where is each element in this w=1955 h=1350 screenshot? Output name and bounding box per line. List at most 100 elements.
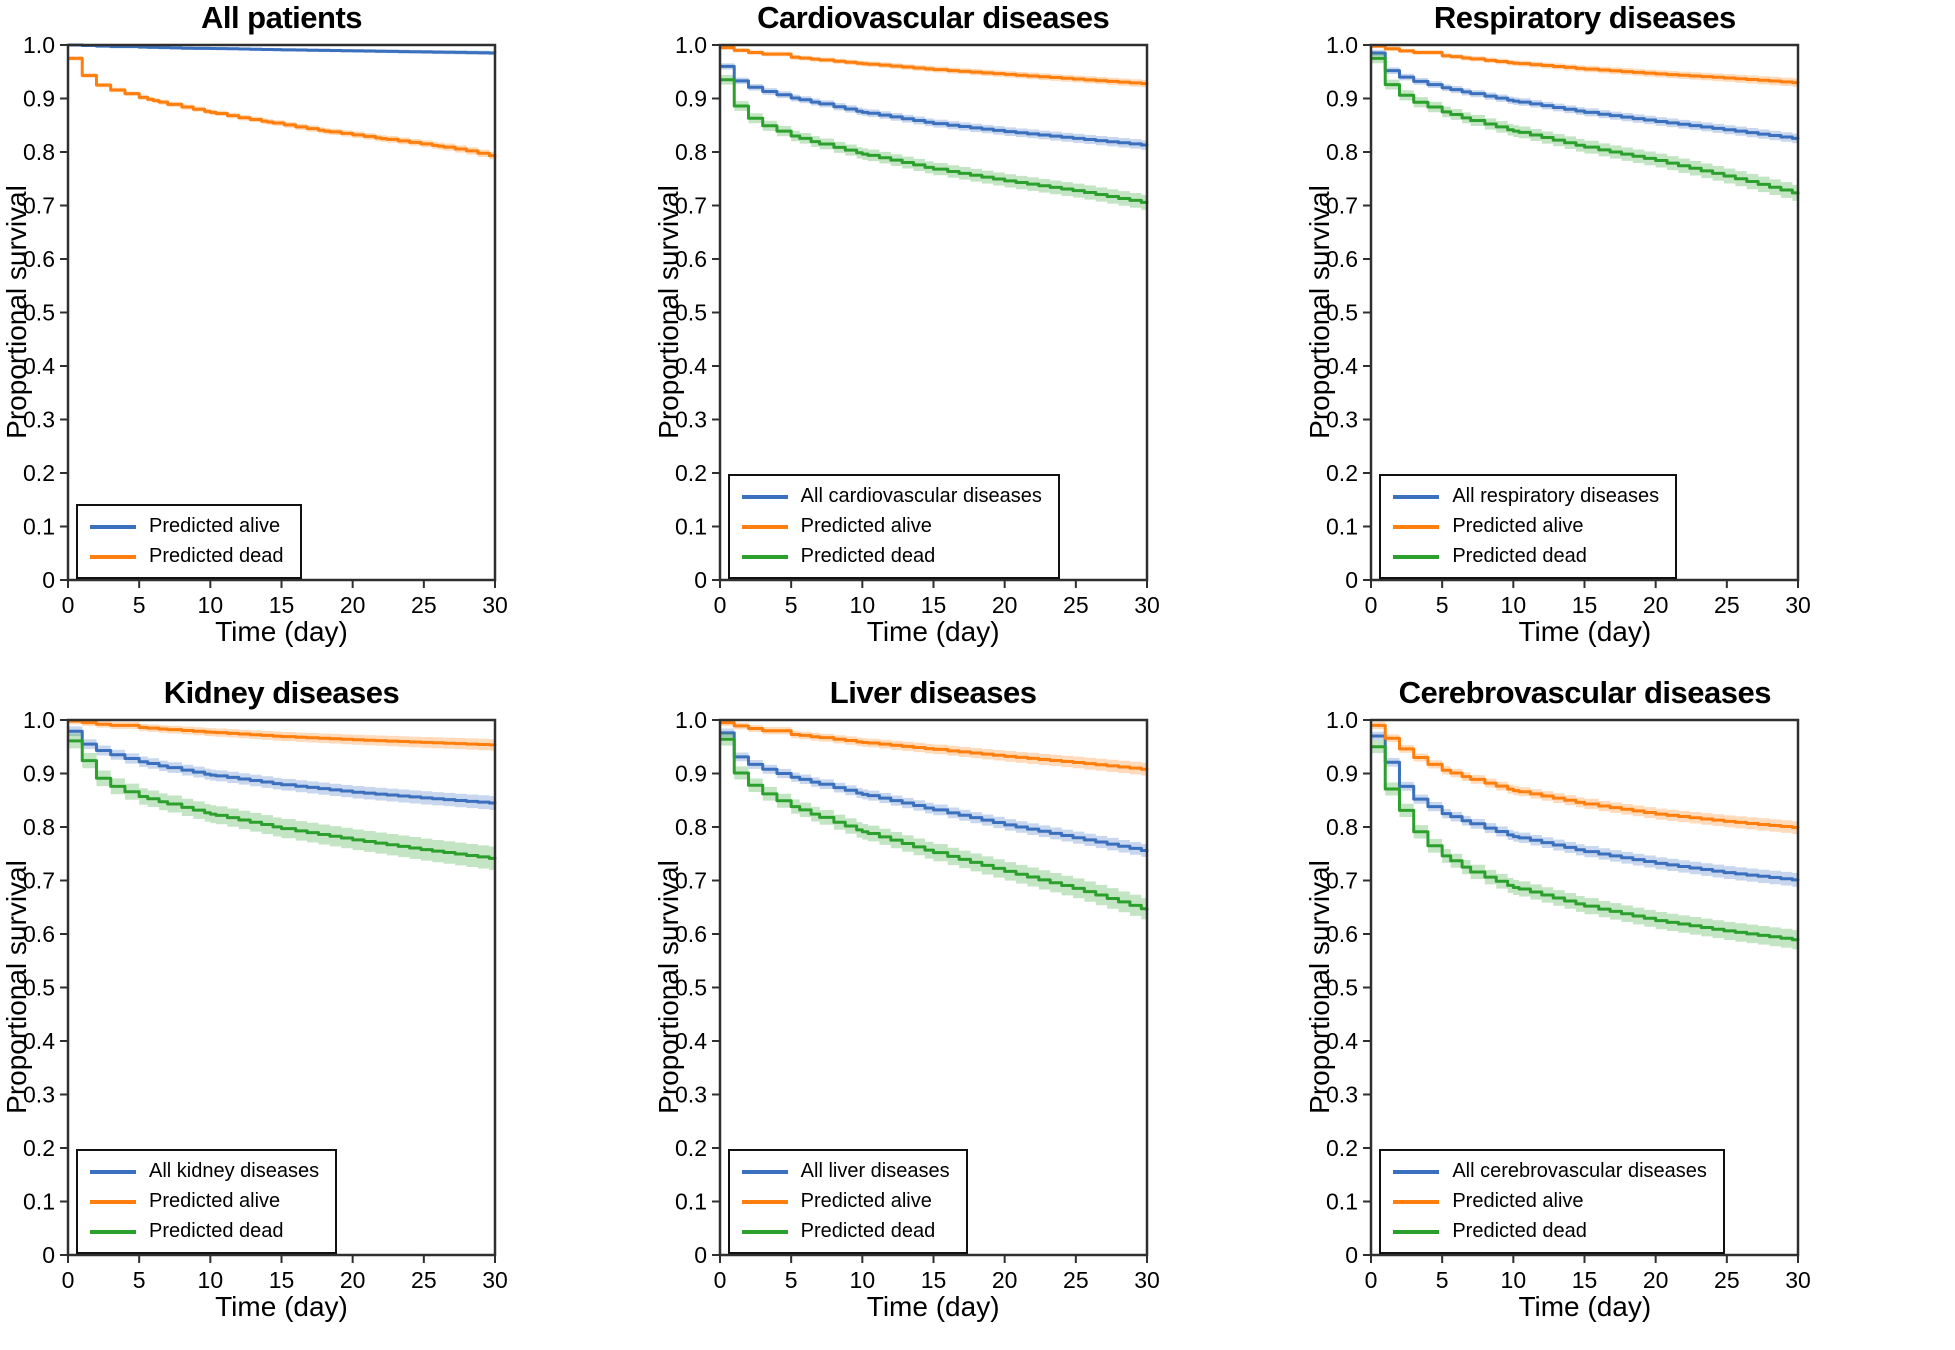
confidence-band [1371,721,1799,835]
y-tick-label: 0.4 [1326,353,1358,379]
y-tick-label: 0.9 [23,761,55,787]
survival-plot: 0 0.1 0.2 0.3 0.4 0.5 0.6 0.7 0.8 0.9 1.0 0 5 10 15 20 2… [23,32,508,618]
y-tick-label: 0.4 [675,1028,707,1054]
legend-line-swatch [1393,554,1440,559]
confidence-band [719,732,1147,922]
y-tick-label: 1.0 [675,707,707,733]
legend-label: Predicted alive [1452,1190,1584,1212]
legend-line-swatch [741,524,788,529]
legend-line-swatch [1393,494,1440,499]
legend-item: Predicted dead [90,1218,319,1245]
legend-line-swatch [90,1169,136,1174]
confidence-band [1371,49,1799,144]
y-tick-label: 0.7 [23,193,55,219]
panel-title: Cerebrovascular diseases [1398,675,1772,710]
y-tick-label: 0.5 [1326,975,1358,1001]
x-axis-label: Time (day) [1518,1291,1652,1322]
survival-plot: 0 0.1 0.2 0.3 0.4 0.5 0.6 0.7 0.8 0.9 1.0 0 5 10 15 20 2… [1326,707,1811,1293]
x-tick-label: 5 [133,592,146,618]
y-tick-label: 0.9 [675,761,707,787]
x-tick-label: 15 [920,592,946,618]
x-tick-label: 15 [920,1267,946,1293]
survival-plot: 0 0.1 0.2 0.3 0.4 0.5 0.6 0.7 0.8 0.9 1.0 0 5 10 15 20 2… [1326,32,1811,618]
y-tick-label: 0.8 [23,139,55,165]
x-axis-label: Time (day) [215,1291,348,1322]
y-tick-label: 0.4 [23,1028,55,1054]
y-tick-label: 0.2 [23,1135,55,1161]
legend-line-swatch [741,1169,788,1174]
legend-line-swatch [741,494,788,499]
legend-label: Predicted dead [149,1220,284,1242]
legend-item: All kidney diseases [90,1158,319,1185]
legend-line-swatch [90,1199,136,1204]
x-tick-label: 25 [1063,1267,1089,1293]
y-tick-label: 0.2 [23,460,55,486]
legend-label: All cardiovascular diseases [800,485,1042,507]
y-tick-label: 0.8 [675,139,707,165]
y-tick-label: 0.7 [1326,868,1358,894]
series-line [68,43,497,55]
y-tick-label: 0.5 [675,975,707,1001]
series-line [1371,51,1800,140]
survival-plot: 0 0.1 0.2 0.3 0.4 0.5 0.6 0.7 0.8 0.9 1.0 0 5 10 15 20 2… [23,707,508,1293]
x-tick-label: 0 [1365,592,1378,618]
y-tick-label: 0.2 [1326,460,1358,486]
legend-item: All respiratory diseases [1393,483,1659,510]
y-tick-label: 0.3 [1326,407,1358,433]
series-line [719,731,1149,853]
y-tick-label: 0.3 [675,1082,707,1108]
x-tick-label: 10 [849,1267,875,1293]
legend-line-swatch [741,554,788,559]
legend-label: Predicted alive [800,1190,932,1212]
series-line [719,46,1149,86]
legend-label: Predicted dead [800,545,936,567]
y-tick-label: 0.5 [675,300,707,326]
y-tick-label: 1.0 [23,707,55,733]
y-tick-label: 1.0 [675,32,707,58]
legend-item: Predicted dead [90,543,284,570]
panel-all-patients: 0 0.1 0.2 0.3 0.4 0.5 0.6 0.7 0.8 0.9 1.0 0 5 10 15 20 2… [0,0,651,675]
y-axis-label: Proportional survival [1304,860,1336,1114]
series-line [1371,745,1800,942]
y-tick-label: 0.8 [23,814,55,840]
y-tick-label: 0.9 [1326,761,1358,787]
series-line [68,729,497,805]
y-tick-label: 0.7 [23,868,55,894]
y-tick-label: 0 [1346,567,1359,593]
y-tick-label: 0.8 [1326,814,1358,840]
legend-label: Predicted alive [149,515,281,537]
x-tick-label: 25 [411,1267,437,1293]
y-tick-label: 0.2 [675,460,707,486]
legend-box: All cerebrovascular diseases Predicted al… [1379,1149,1725,1254]
y-tick-label: 0.7 [675,868,707,894]
y-tick-label: 0.1 [675,514,707,540]
confidence-band [68,733,495,871]
legend-line-swatch [1393,1169,1440,1174]
panel-title: Cardiovascular diseases [757,0,1110,35]
y-tick-label: 0.3 [1326,1082,1358,1108]
y-axis-label: Proportional survival [1304,185,1336,439]
legend-item: Predicted dead [1393,1218,1707,1245]
legend-line-swatch [741,1199,788,1204]
y-tick-label: 0.1 [1326,514,1358,540]
legend-box: Predicted alive Predicted dead [76,504,302,579]
panel-cardiovascular: 0 0.1 0.2 0.3 0.4 0.5 0.6 0.7 0.8 0.9 1.0 0 5 10 15 20 2… [652,0,1303,675]
x-tick-label: 30 [482,592,508,618]
y-tick-label: 0.6 [23,921,55,947]
series-line [68,719,497,747]
legend-item: Predicted dead [1393,543,1659,570]
legend-line-swatch [1393,1199,1440,1204]
x-tick-label: 15 [269,1267,295,1293]
confidence-band [719,728,1147,859]
y-tick-label: 1.0 [1326,707,1358,733]
legend-label: All kidney diseases [149,1160,320,1182]
x-tick-label: 30 [482,1267,508,1293]
y-tick-label: 0.2 [675,1135,707,1161]
panel-title: Respiratory diseases [1433,0,1736,35]
confidence-band [719,45,1147,88]
y-tick-label: 0.8 [1326,139,1358,165]
y-tick-label: 0.1 [23,1189,55,1215]
legend-line-swatch [1393,1229,1440,1234]
series-line [1371,723,1800,830]
x-axis-label: Time (day) [1518,616,1652,647]
